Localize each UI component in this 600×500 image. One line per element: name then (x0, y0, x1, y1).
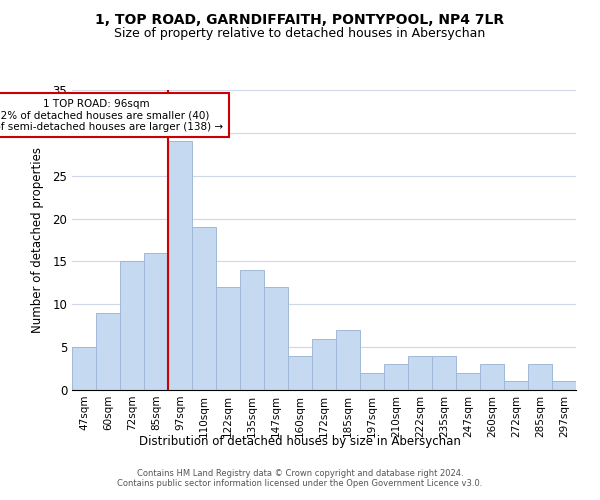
Text: Contains HM Land Registry data © Crown copyright and database right 2024.: Contains HM Land Registry data © Crown c… (137, 468, 463, 477)
Bar (96, 313, 120, 390)
Bar (120, 262, 144, 390)
Bar (456, 373, 480, 390)
Text: Size of property relative to detached houses in Abersychan: Size of property relative to detached ho… (115, 28, 485, 40)
Text: 1, TOP ROAD, GARNDIFFAITH, PONTYPOOL, NP4 7LR: 1, TOP ROAD, GARNDIFFAITH, PONTYPOOL, NP… (95, 12, 505, 26)
Bar (144, 253, 168, 390)
Bar (192, 227, 216, 390)
Bar (408, 356, 432, 390)
Bar (264, 287, 288, 390)
Y-axis label: Number of detached properties: Number of detached properties (31, 147, 44, 333)
Bar (432, 356, 456, 390)
Bar (528, 364, 552, 390)
Bar (72, 347, 96, 390)
Bar (240, 270, 264, 390)
Bar (384, 364, 408, 390)
Bar (312, 338, 336, 390)
Text: 1 TOP ROAD: 96sqm
← 22% of detached houses are smaller (40)
76% of semi-detached: 1 TOP ROAD: 96sqm ← 22% of detached hous… (0, 98, 224, 132)
Bar (336, 330, 360, 390)
Bar (360, 373, 384, 390)
Bar (168, 142, 192, 390)
Text: Contains public sector information licensed under the Open Government Licence v3: Contains public sector information licen… (118, 478, 482, 488)
Bar (216, 287, 240, 390)
Bar (288, 356, 312, 390)
Bar (552, 382, 576, 390)
Text: Distribution of detached houses by size in Abersychan: Distribution of detached houses by size … (139, 435, 461, 448)
Bar (480, 364, 504, 390)
Bar (504, 382, 528, 390)
